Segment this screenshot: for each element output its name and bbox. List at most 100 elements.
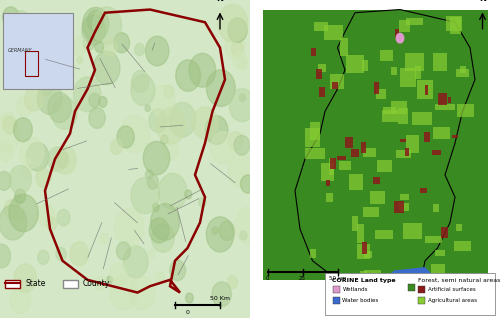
Bar <box>316 69 322 79</box>
Circle shape <box>206 70 236 107</box>
Bar <box>310 122 320 140</box>
Circle shape <box>110 139 122 155</box>
Bar <box>319 87 326 97</box>
Circle shape <box>228 132 243 150</box>
Circle shape <box>10 287 30 314</box>
Circle shape <box>238 57 248 70</box>
Circle shape <box>117 126 134 148</box>
Bar <box>400 68 416 87</box>
Bar <box>374 230 392 239</box>
Bar <box>346 55 364 73</box>
Circle shape <box>95 41 104 52</box>
Circle shape <box>206 217 234 252</box>
Circle shape <box>176 60 201 91</box>
Circle shape <box>38 83 62 114</box>
Circle shape <box>232 51 246 68</box>
Bar <box>311 48 316 56</box>
Circle shape <box>104 39 118 57</box>
Bar <box>415 66 420 79</box>
Circle shape <box>152 203 159 211</box>
Circle shape <box>145 105 150 112</box>
Bar <box>434 53 447 71</box>
Circle shape <box>132 70 149 93</box>
Bar <box>452 135 458 138</box>
Bar <box>326 193 333 202</box>
Circle shape <box>156 108 186 144</box>
Text: 50 km: 50 km <box>329 276 346 281</box>
Circle shape <box>164 85 174 98</box>
Bar <box>448 97 451 103</box>
Bar <box>433 204 439 212</box>
Bar <box>314 22 328 31</box>
Text: N: N <box>479 0 486 3</box>
Bar <box>362 148 376 157</box>
Circle shape <box>149 109 168 133</box>
Bar <box>364 251 372 259</box>
Circle shape <box>0 244 10 268</box>
Circle shape <box>16 96 32 116</box>
Circle shape <box>162 140 178 161</box>
Bar <box>5 280 20 288</box>
Bar <box>352 149 360 157</box>
Text: County: County <box>82 279 110 287</box>
Circle shape <box>14 264 36 292</box>
Text: Forest, semi natural areas: Forest, semi natural areas <box>418 278 500 283</box>
Bar <box>356 224 364 243</box>
Bar <box>450 17 461 34</box>
Circle shape <box>131 177 160 214</box>
Circle shape <box>220 221 234 240</box>
Bar <box>420 188 427 193</box>
Circle shape <box>131 75 155 105</box>
Text: Water bodies: Water bodies <box>342 298 379 303</box>
Circle shape <box>70 242 88 266</box>
Circle shape <box>134 43 144 56</box>
Text: State: State <box>25 279 46 287</box>
Circle shape <box>14 208 24 221</box>
Polygon shape <box>295 10 475 293</box>
Text: GERMANY: GERMANY <box>8 48 32 53</box>
Circle shape <box>26 142 49 171</box>
Circle shape <box>100 233 108 244</box>
Circle shape <box>198 197 206 207</box>
Circle shape <box>3 117 16 134</box>
Circle shape <box>107 276 112 283</box>
Bar <box>392 101 407 114</box>
Circle shape <box>114 208 144 246</box>
Circle shape <box>169 102 196 137</box>
Bar <box>391 67 397 75</box>
Bar <box>340 161 351 170</box>
Bar <box>438 93 446 105</box>
Bar <box>456 69 469 77</box>
Circle shape <box>228 18 247 42</box>
Bar <box>330 158 336 169</box>
Bar <box>306 128 320 147</box>
Circle shape <box>240 94 246 101</box>
Circle shape <box>396 33 404 43</box>
Circle shape <box>9 165 32 194</box>
Bar <box>382 110 398 122</box>
Bar <box>332 297 340 304</box>
Circle shape <box>48 93 72 122</box>
Circle shape <box>148 249 155 258</box>
Circle shape <box>37 204 55 226</box>
Bar <box>424 132 430 142</box>
Bar <box>424 85 428 95</box>
Circle shape <box>0 116 21 153</box>
Bar <box>380 50 393 61</box>
Circle shape <box>189 53 216 87</box>
Bar <box>446 16 462 31</box>
Bar <box>418 286 425 293</box>
Circle shape <box>56 247 66 260</box>
Bar <box>400 20 410 32</box>
Circle shape <box>57 209 70 226</box>
Circle shape <box>56 152 69 168</box>
Bar <box>346 137 353 148</box>
Bar <box>349 174 362 190</box>
Circle shape <box>52 97 77 129</box>
Circle shape <box>234 135 250 155</box>
Circle shape <box>41 19 61 45</box>
Bar <box>330 158 334 175</box>
Bar <box>374 82 380 94</box>
Circle shape <box>17 32 34 55</box>
Bar <box>361 142 366 153</box>
